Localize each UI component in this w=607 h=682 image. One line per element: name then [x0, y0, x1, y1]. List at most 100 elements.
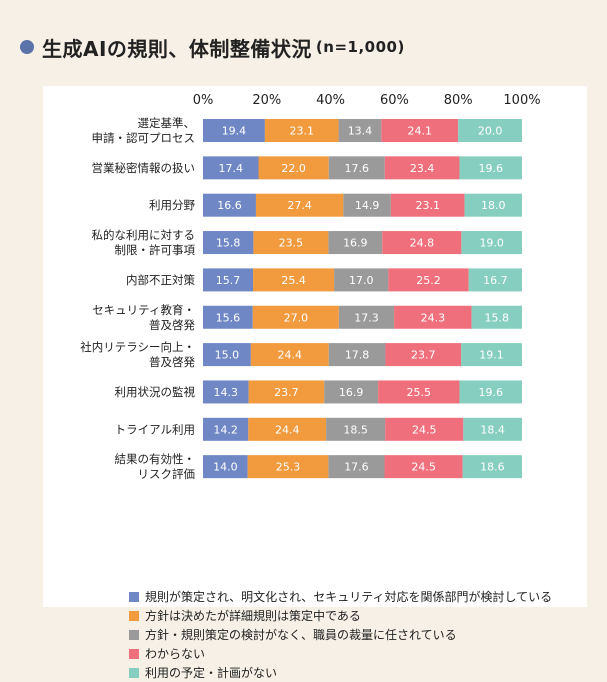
bar-value-label: 27.0 — [284, 311, 309, 324]
bar-segment — [253, 231, 329, 255]
bar-value-label: 17.6 — [345, 162, 370, 175]
bar-value-label: 13.4 — [348, 125, 373, 138]
bar-value-label: 17.8 — [345, 349, 370, 362]
bar-value-label: 16.9 — [339, 386, 364, 399]
bar-value-label: 16.6 — [217, 199, 242, 212]
category-label-line: 営業秘密情報の扱い — [92, 161, 196, 175]
category-label: 利用分野 — [149, 198, 195, 212]
bar-value-label: 16.7 — [483, 274, 508, 287]
x-tick-label: 100% — [503, 93, 540, 108]
legend-item: 利用の予定・計画がない — [129, 663, 552, 682]
bar-value-label: 24.8 — [410, 237, 435, 250]
bar-segment — [203, 231, 254, 255]
legend-item: 方針は決めたが詳細規則は策定中である — [129, 606, 552, 625]
bar-value-label: 24.4 — [275, 423, 300, 436]
bar-segment — [338, 305, 395, 329]
bar-value-label: 18.6 — [480, 461, 505, 474]
bar-segment — [382, 231, 462, 255]
bar-segment — [381, 119, 459, 142]
x-tick-label: 80% — [444, 93, 473, 108]
bar-segment — [203, 343, 251, 367]
category-label: 結果の有効性・リスク評価 — [115, 452, 196, 481]
legend-label: 利用の予定・計画がない — [145, 666, 278, 680]
bar-value-label: 19.4 — [222, 125, 247, 138]
legend-label: 規則が策定され、明文化され、セキュリティ対応を関係部門が検討している — [145, 590, 553, 604]
legend-swatch — [129, 667, 139, 678]
category-label: セキュリティ教育・普及啓発 — [92, 303, 195, 332]
category-label-line: 普及啓発 — [149, 318, 195, 332]
bar-value-label: 15.8 — [216, 237, 241, 250]
bar-value-label: 15.0 — [215, 349, 240, 362]
bar-value-label: 19.0 — [479, 237, 504, 250]
bar-value-label: 24.5 — [412, 423, 437, 436]
bar-segment — [203, 268, 254, 292]
bar-segment — [458, 119, 522, 142]
x-tick-label: 20% — [252, 93, 281, 108]
bar-segment — [394, 305, 472, 329]
category-label-line: 利用分野 — [149, 198, 195, 212]
bar-value-label: 18.5 — [343, 423, 368, 436]
bar-value-label: 23.4 — [410, 162, 435, 175]
category-label-line: 私的な利用に対する — [92, 228, 196, 242]
bar-segment — [334, 268, 389, 292]
bar-segment — [328, 231, 383, 255]
bar-segment — [461, 231, 522, 255]
bar-segment — [203, 380, 249, 404]
chart-panel: 0% 20% 40% 60% 80% 100% 選定基準、申請・認可プロセス 19.4 23.1… — [43, 86, 587, 680]
category-label-line: 社内リテラシー向上・ — [80, 340, 195, 354]
legend-label: 方針・規則策定の検討がなく、職員の裁量に任されている — [145, 628, 457, 642]
bar-value-label: 18.4 — [480, 423, 505, 436]
category-label-line: 選定基準、 — [138, 116, 196, 130]
bar-segment — [328, 156, 385, 180]
bar-segment — [378, 380, 460, 404]
bar-value-label: 15.7 — [216, 274, 241, 287]
category-label-line: 結果の有効性・ — [115, 452, 196, 466]
bar-segment — [203, 156, 259, 180]
bar-segment — [255, 193, 344, 217]
category-label: 私的な利用に対する制限・許可事項 — [92, 228, 196, 257]
bar-segment — [324, 380, 379, 404]
legend-swatch — [129, 591, 139, 602]
category-label-line: トライアル利用 — [115, 422, 195, 436]
bar-value-label: 14.0 — [213, 461, 238, 474]
legend-swatch — [129, 610, 139, 621]
bar-segment — [328, 455, 385, 479]
bar-value-label: 23.5 — [279, 237, 304, 250]
bar-segment — [203, 193, 256, 217]
bar-value-label: 25.4 — [281, 274, 306, 287]
category-label: 社内リテラシー向上・普及啓発 — [80, 340, 195, 369]
bar-value-label: 15.8 — [485, 311, 510, 324]
bar-value-label: 18.0 — [481, 199, 506, 212]
bar-value-label: 24.3 — [421, 311, 446, 324]
bar-segment — [468, 268, 522, 292]
bar-value-label: 15.6 — [216, 311, 241, 324]
bar-value-label: 16.9 — [343, 237, 368, 250]
category-label-line: 制限・許可事項 — [115, 243, 196, 257]
category-label: 利用状況の監視 — [115, 385, 196, 399]
bar-value-label: 25.5 — [407, 386, 432, 399]
bar-segment — [338, 119, 382, 142]
category-label: 内部不正対策 — [126, 273, 195, 287]
chart-title-note: (n=1,000) — [315, 38, 405, 56]
bar-segment — [343, 193, 391, 217]
chart-legend: 規則が策定され、明文化され、セキュリティ対応を関係部門が検討している方針は決めた… — [129, 587, 552, 682]
bar-value-label: 23.1 — [289, 125, 314, 138]
bar-segment — [385, 343, 462, 367]
category-label: 営業秘密情報の扱い — [92, 161, 196, 175]
bar-value-label: 24.4 — [278, 349, 303, 362]
bar-segment — [459, 380, 522, 404]
bar-segment — [253, 268, 335, 292]
category-label: 選定基準、申請・認可プロセス — [92, 116, 196, 145]
bar-segment — [384, 156, 460, 180]
bar-segment — [203, 455, 248, 479]
legend-item: 規則が策定され、明文化され、セキュリティ対応を関係部門が検討している — [129, 587, 552, 606]
bar-segment — [464, 193, 522, 217]
legend-swatch — [129, 648, 139, 659]
bar-value-label: 14.2 — [213, 423, 238, 436]
bar-value-label: 17.0 — [349, 274, 374, 287]
bar-value-label: 19.6 — [478, 162, 503, 175]
legend-item: わからない — [129, 644, 552, 663]
bar-segment — [203, 305, 253, 329]
bar-segment — [459, 156, 522, 180]
bar-value-label: 19.6 — [478, 386, 503, 399]
